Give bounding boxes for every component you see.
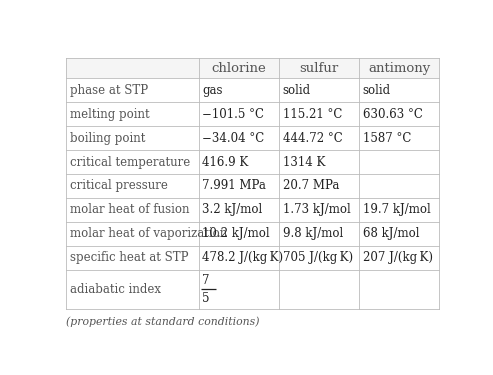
Text: critical pressure: critical pressure bbox=[70, 180, 168, 192]
Text: −101.5 °C: −101.5 °C bbox=[203, 108, 264, 121]
Text: 68 kJ/mol: 68 kJ/mol bbox=[363, 227, 419, 240]
Text: 10.2 kJ/mol: 10.2 kJ/mol bbox=[203, 227, 270, 240]
Bar bbox=[66, 58, 439, 78]
Text: 444.72 °C: 444.72 °C bbox=[282, 132, 342, 145]
Text: solid: solid bbox=[282, 84, 311, 97]
Text: antimony: antimony bbox=[368, 62, 430, 75]
Text: 1.73 kJ/mol: 1.73 kJ/mol bbox=[282, 203, 351, 216]
Text: adiabatic index: adiabatic index bbox=[70, 283, 161, 296]
Text: 705 J/(kg K): 705 J/(kg K) bbox=[282, 251, 352, 264]
Text: −34.04 °C: −34.04 °C bbox=[203, 132, 265, 145]
Text: 416.9 K: 416.9 K bbox=[203, 156, 248, 169]
Text: 5: 5 bbox=[203, 292, 210, 304]
Text: gas: gas bbox=[203, 84, 223, 97]
Text: 115.21 °C: 115.21 °C bbox=[282, 108, 342, 121]
Text: sulfur: sulfur bbox=[299, 62, 339, 75]
Text: 207 J/(kg K): 207 J/(kg K) bbox=[363, 251, 433, 264]
Text: molar heat of fusion: molar heat of fusion bbox=[70, 203, 189, 216]
Text: specific heat at STP: specific heat at STP bbox=[70, 251, 188, 264]
Text: 478.2 J/(kg K): 478.2 J/(kg K) bbox=[203, 251, 283, 264]
Text: 630.63 °C: 630.63 °C bbox=[363, 108, 423, 121]
Text: (properties at standard conditions): (properties at standard conditions) bbox=[66, 317, 260, 327]
Text: 20.7 MPa: 20.7 MPa bbox=[282, 180, 339, 192]
Text: 3.2 kJ/mol: 3.2 kJ/mol bbox=[203, 203, 263, 216]
Text: 19.7 kJ/mol: 19.7 kJ/mol bbox=[363, 203, 430, 216]
Text: 1587 °C: 1587 °C bbox=[363, 132, 411, 145]
Text: phase at STP: phase at STP bbox=[70, 84, 148, 97]
Text: critical temperature: critical temperature bbox=[70, 156, 190, 169]
Text: 7: 7 bbox=[203, 274, 210, 287]
Text: molar heat of vaporization: molar heat of vaporization bbox=[70, 227, 227, 240]
Text: melting point: melting point bbox=[70, 108, 150, 121]
Text: chlorine: chlorine bbox=[211, 62, 266, 75]
Text: 7.991 MPa: 7.991 MPa bbox=[203, 180, 266, 192]
Text: solid: solid bbox=[363, 84, 391, 97]
Text: 9.8 kJ/mol: 9.8 kJ/mol bbox=[282, 227, 343, 240]
Text: 1314 K: 1314 K bbox=[282, 156, 325, 169]
Text: boiling point: boiling point bbox=[70, 132, 145, 145]
